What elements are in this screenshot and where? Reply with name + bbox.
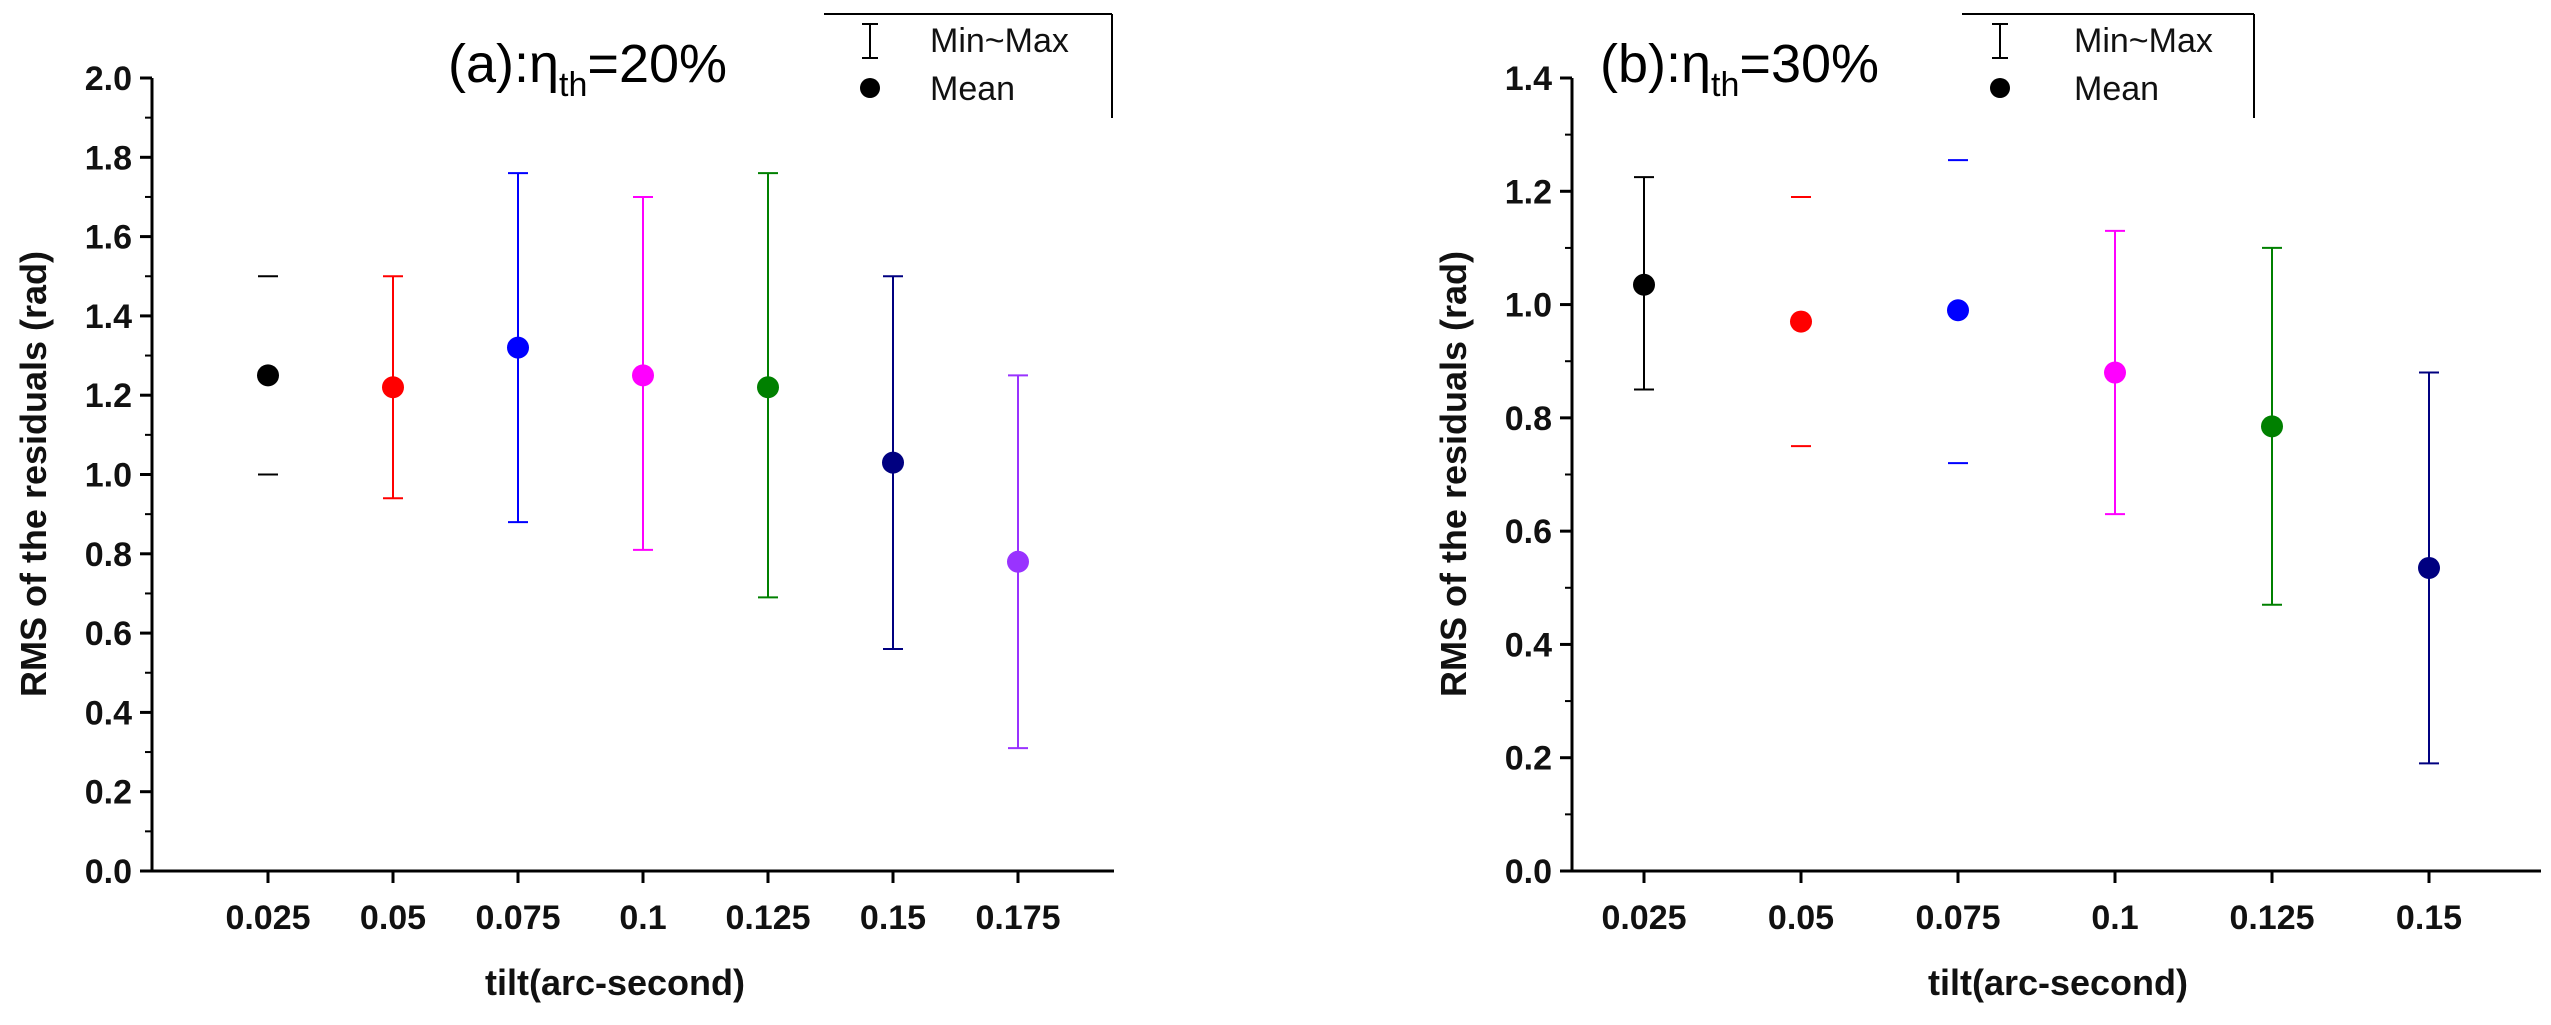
legend-a-range-symbol [862, 23, 878, 59]
panel-a-x-tick-label: 0.15 [860, 899, 926, 937]
data-point [1790, 195, 1812, 448]
panel-b-x-tick-label: 0.025 [1601, 899, 1686, 937]
mean-marker [257, 364, 279, 387]
panel-b-x-axis-title: tilt(arc-second) [1928, 962, 2188, 1003]
data-point [757, 172, 779, 599]
data-point [1947, 159, 1969, 465]
panel-a-y-tick-label: 1.0 [85, 457, 132, 495]
panel-a-y-tick-label: 1.8 [85, 139, 132, 177]
panel-a-y-tick-label: 1.6 [85, 219, 132, 257]
panel-a: (a):ηth=20% Min~Max Mean 0.0 0.2 0.4 0.6 0.8… [13, 13, 1114, 1003]
panel-b-y-tick-label: 0.4 [1505, 626, 1552, 664]
mean-marker [632, 364, 654, 387]
panel-a-marks [257, 172, 1029, 750]
legend-a-mean-label: Mean [930, 70, 1015, 108]
panel-b-x-ticks: 0.025 0.05 0.075 0.1 0.125 0.15 [1601, 871, 2462, 937]
panel-b-y-ticks: 0.0 0.2 0.4 0.6 0.8 1.0 1.2 1.4 [1505, 60, 1572, 891]
panel-a-y-tick-label: 2.0 [85, 60, 132, 98]
data-point [257, 275, 279, 476]
panel-b-y-tick-label: 1.2 [1505, 173, 1552, 211]
data-point [632, 195, 654, 551]
data-point [882, 275, 904, 650]
panel-b-x-tick-label: 0.125 [2229, 899, 2314, 937]
panel-b-x-tick-label: 0.1 [2091, 899, 2138, 937]
legend-b-mean-label: Mean [2074, 70, 2159, 108]
panel-a-y-axis-title: RMS of the residuals (rad) [13, 251, 54, 697]
panel-b: (b):ηth=30% Min~Max Mean 0.0 0.2 0.4 0.6 0.8… [1433, 13, 2541, 1003]
panel-b-y-axis-title: RMS of the residuals (rad) [1433, 251, 1474, 697]
panel-a-x-tick-label: 0.125 [725, 899, 810, 937]
panel-a-y-ticks: 0.0 0.2 0.4 0.6 0.8 1.0 1.2 1.4 1.6 1.8 2.0 [85, 60, 152, 891]
panel-b-marks [1633, 159, 2440, 765]
panel-a-legend: Min~Max Mean [824, 13, 1113, 118]
panel-b-y-tick-label: 0.8 [1505, 400, 1552, 438]
data-point [1007, 374, 1029, 750]
panel-b-x-tick-label: 0.05 [1768, 899, 1834, 937]
mean-marker [2261, 415, 2283, 438]
mean-marker [382, 376, 404, 399]
panel-a-title: (a):ηth=20% [448, 34, 727, 104]
panel-b-y-tick-label: 1.0 [1505, 287, 1552, 325]
panel-b-x-tick-label: 0.075 [1915, 899, 2000, 937]
panel-a-x-axis-title: tilt(arc-second) [485, 962, 745, 1003]
mean-marker [1947, 299, 1969, 322]
panel-a-y-tick-label: 0.0 [85, 853, 132, 891]
panel-a-x-ticks: 0.025 0.05 0.075 0.1 0.125 0.15 0.175 [225, 871, 1061, 937]
panel-a-x-tick-label: 0.025 [225, 899, 310, 937]
legend-a-range-label: Min~Max [930, 22, 1069, 60]
panel-b-y-tick-label: 1.4 [1505, 60, 1552, 98]
mean-marker [507, 336, 529, 359]
legend-b-mean-symbol [1990, 78, 2010, 98]
data-point [382, 275, 404, 500]
panel-a-y-tick-label: 0.8 [85, 536, 132, 574]
mean-marker [1633, 273, 1655, 296]
panel-b-title: (b):ηth=30% [1600, 34, 1879, 104]
panel-b-y-tick-label: 0.6 [1505, 513, 1552, 551]
panel-a-x-tick-label: 0.1 [619, 899, 666, 937]
data-point [2418, 371, 2440, 765]
data-point [2261, 246, 2283, 606]
panel-a-x-tick-label: 0.075 [475, 899, 560, 937]
panel-a-y-tick-label: 1.4 [85, 298, 132, 336]
mean-marker [757, 376, 779, 399]
data-point [1633, 176, 1655, 391]
mean-marker [2418, 556, 2440, 579]
mean-marker [882, 451, 904, 474]
legend-a-mean-symbol [860, 78, 880, 98]
panel-b-legend: Min~Max Mean [1962, 13, 2255, 118]
mean-marker [1007, 550, 1029, 573]
legend-b-range-label: Min~Max [2074, 22, 2213, 60]
panel-a-y-tick-label: 0.6 [85, 615, 132, 653]
panel-b-y-tick-label: 0.2 [1505, 740, 1552, 778]
panel-a-x-tick-label: 0.175 [975, 899, 1060, 937]
mean-marker [1790, 310, 1812, 333]
panel-a-y-tick-label: 0.4 [85, 694, 132, 732]
panel-a-x-tick-label: 0.05 [360, 899, 426, 937]
panel-b-x-tick-label: 0.15 [2396, 899, 2462, 937]
panel-b-y-tick-label: 0.0 [1505, 853, 1552, 891]
mean-marker [2104, 361, 2126, 384]
data-point [2104, 229, 2126, 516]
data-point [507, 172, 529, 524]
panel-a-y-tick-label: 0.2 [85, 774, 132, 812]
panel-a-y-tick-label: 1.2 [85, 377, 132, 415]
legend-b-range-symbol [1992, 23, 2008, 59]
